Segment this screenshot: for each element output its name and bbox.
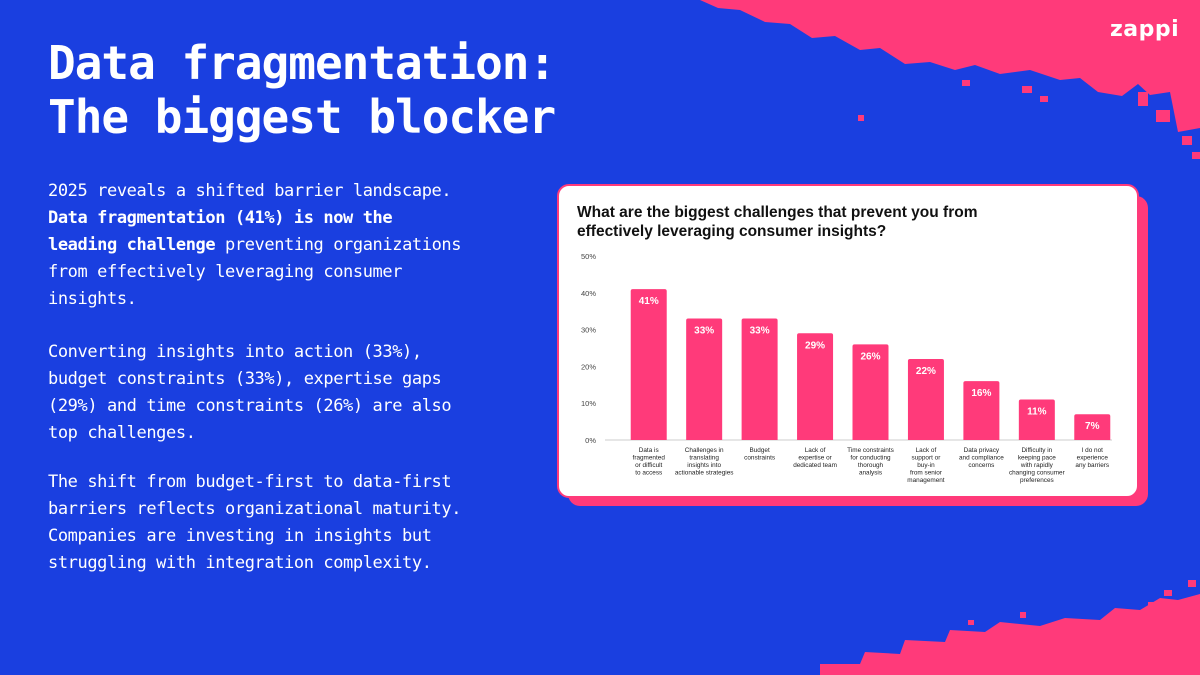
x-category-label: Time constraints for conducting thorough an… [847, 447, 894, 477]
chart-title: What are the biggest challenges that pre… [577, 204, 978, 240]
x-category-label: Data is fragmented or difficult to access [633, 447, 666, 477]
bar-value-label: 26% [860, 351, 880, 362]
bar-value-label: 33% [750, 326, 770, 337]
y-tick-label: 30% [581, 326, 596, 335]
bar [630, 289, 667, 440]
page-title-line-1: Data fragmentation: [48, 36, 556, 90]
body-paragraph-1-highlight: Data fragmentation (41%) is now the lead… [48, 208, 393, 255]
x-category-label: Budget constraints [744, 447, 775, 462]
x-category-label: I do not experience any barriers [1075, 447, 1109, 469]
zappi-logo: zappi [1110, 17, 1180, 42]
body-paragraph-1-intro: 2025 reveals a shifted barrier landscape… [48, 181, 452, 201]
x-category-label: Challenges in translating insights into act… [675, 447, 734, 477]
page-title: Data fragmentation: The biggest blocker [48, 36, 556, 144]
bar [741, 318, 778, 440]
bar-chart: 0% 10% 20% 30% 40% 50% 41% Data is fragmented or … [581, 252, 1112, 484]
x-category-label: Difficulty in keeping pace with rapidly cha… [1009, 447, 1066, 484]
bar-value-label: 11% [1027, 407, 1047, 418]
body-paragraph-1-rest: preventing organizations from effectivel… [48, 235, 462, 309]
bar [686, 318, 723, 440]
bar [1074, 414, 1111, 440]
y-tick-label: 50% [581, 252, 596, 261]
bar-value-label: 7% [1085, 421, 1100, 432]
body-paragraph-1: 2025 reveals a shifted barrier landscape… [48, 178, 468, 313]
bar-value-label: 41% [639, 296, 659, 307]
bar-value-label: 16% [971, 388, 991, 399]
y-tick-label: 10% [581, 399, 596, 408]
y-tick-label: 40% [581, 289, 596, 298]
bar [907, 359, 944, 440]
y-tick-label: 20% [581, 362, 596, 371]
x-category-label: Lack of expertise or dedicated team [793, 447, 837, 469]
bar-value-label: 29% [805, 340, 825, 351]
page-title-line-2: The biggest blocker [48, 90, 556, 144]
x-category-label: Data privacy and compliance concerns [959, 447, 1004, 469]
x-category-label: Lack of support or buy-in from senior manage… [907, 447, 945, 484]
body-paragraph-3: The shift from budget-first to data-firs… [48, 472, 462, 573]
bar-value-label: 33% [694, 326, 714, 337]
bar [852, 344, 889, 440]
bar [797, 333, 834, 440]
bar [963, 381, 1000, 440]
bar-value-label: 22% [916, 366, 936, 377]
y-tick-label: 0% [585, 436, 596, 445]
body-paragraph-2: Converting insights into action (33%), b… [48, 342, 452, 443]
bar [1018, 399, 1055, 440]
